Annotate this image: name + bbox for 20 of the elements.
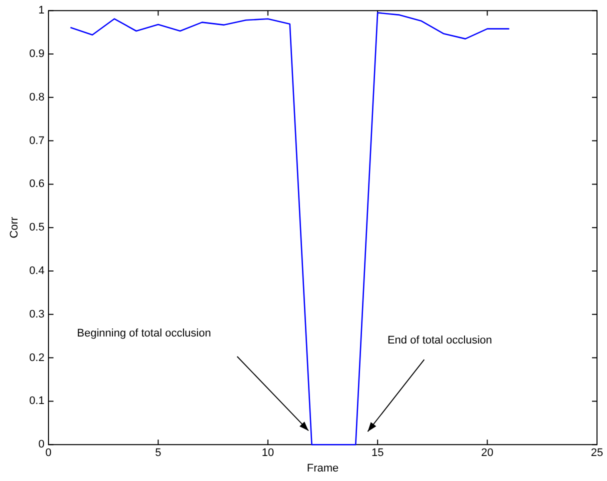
x-tick-label: 25 bbox=[590, 447, 604, 460]
y-tick-label: 0.4 bbox=[29, 265, 44, 278]
y-tick-label: 0.2 bbox=[29, 352, 44, 364]
x-tick-label: 5 bbox=[155, 447, 162, 460]
y-tick-label: 0.3 bbox=[29, 308, 44, 320]
annotation: Beginning of total occlusion bbox=[77, 328, 211, 340]
y-tick-label: 0.8 bbox=[29, 91, 44, 104]
x-axis-title: Frame bbox=[306, 462, 339, 474]
y-tick-label: 1 bbox=[38, 4, 44, 17]
x-tick-label: 15 bbox=[371, 447, 384, 460]
y-tick-label: 0.5 bbox=[29, 222, 44, 234]
y-tick-label: 0.9 bbox=[29, 48, 44, 60]
y-tick-label: 0.6 bbox=[29, 178, 44, 190]
y-axis-title: Corr bbox=[8, 216, 21, 238]
x-tick-label: 10 bbox=[262, 447, 274, 460]
y-tick-label: 0.7 bbox=[29, 134, 44, 147]
annotation: End of total occlusion bbox=[387, 334, 492, 346]
y-tick-label: 0.1 bbox=[29, 395, 44, 408]
y-tick-label: 0 bbox=[38, 438, 44, 451]
x-tick-label: 20 bbox=[481, 447, 494, 460]
